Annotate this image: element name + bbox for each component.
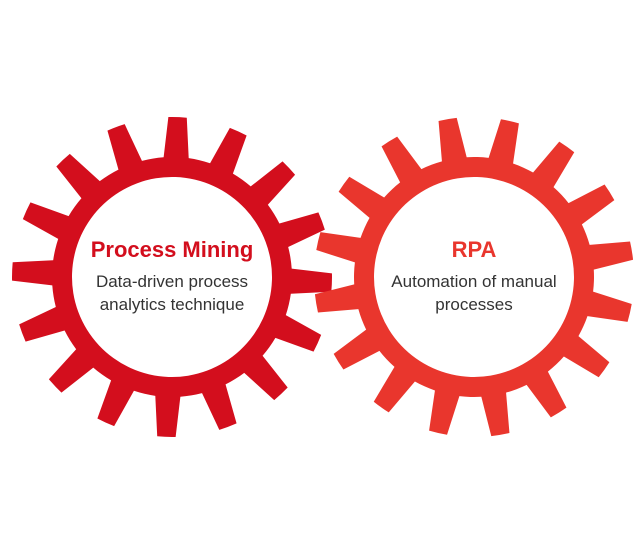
gear-left: Process Mining Data-driven process analy… xyxy=(12,117,332,437)
gear-right-svg xyxy=(314,117,634,437)
gear-left-svg xyxy=(12,117,332,437)
gear-right: RPA Automation of manual processes xyxy=(314,117,634,437)
diagram-canvas: Process Mining Data-driven process analy… xyxy=(0,0,640,554)
